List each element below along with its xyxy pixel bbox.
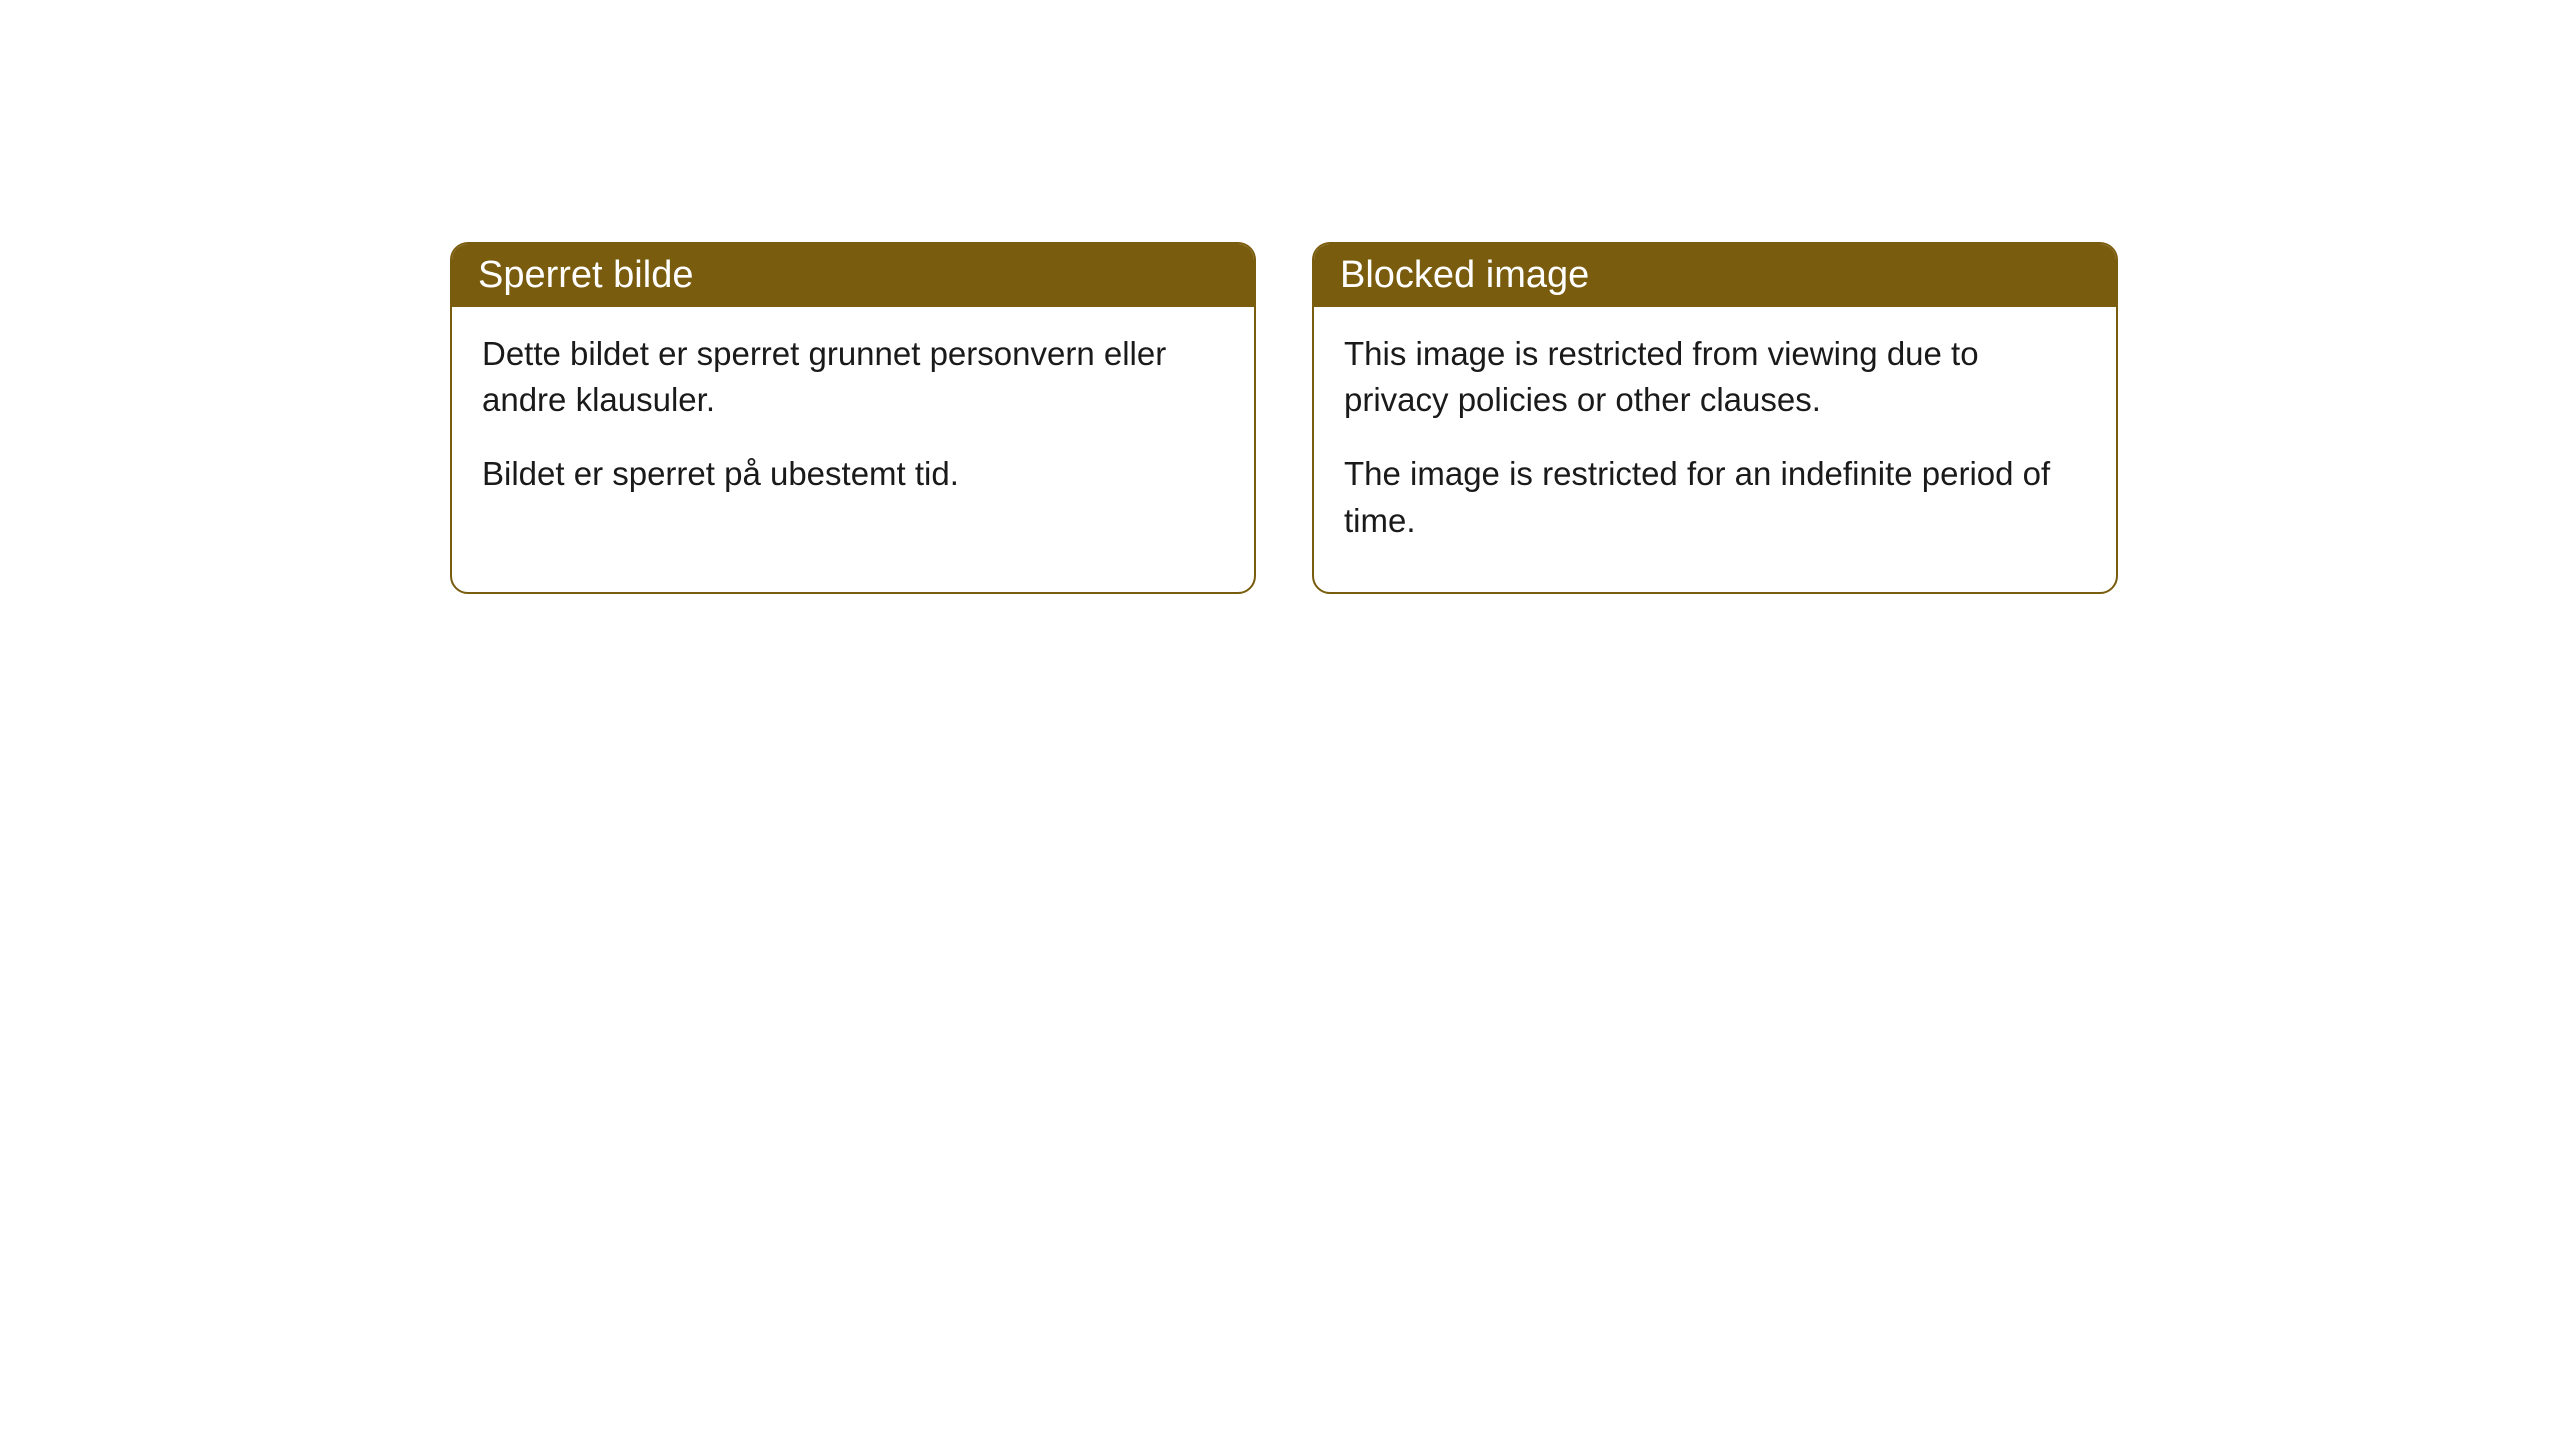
notice-card-english: Blocked image This image is restricted f…	[1312, 242, 2118, 594]
card-title: Blocked image	[1340, 254, 1589, 296]
card-paragraph: The image is restricted for an indefinit…	[1344, 451, 2086, 543]
notice-container: Sperret bilde Dette bildet er sperret gr…	[0, 0, 2560, 594]
card-paragraph: This image is restricted from viewing du…	[1344, 331, 2086, 423]
card-header: Sperret bilde	[452, 244, 1254, 307]
card-title: Sperret bilde	[478, 254, 693, 296]
card-header: Blocked image	[1314, 244, 2116, 307]
card-paragraph: Dette bildet er sperret grunnet personve…	[482, 331, 1224, 423]
card-paragraph: Bildet er sperret på ubestemt tid.	[482, 451, 1224, 497]
card-body: Dette bildet er sperret grunnet personve…	[452, 307, 1254, 546]
card-body: This image is restricted from viewing du…	[1314, 307, 2116, 592]
notice-card-norwegian: Sperret bilde Dette bildet er sperret gr…	[450, 242, 1256, 594]
